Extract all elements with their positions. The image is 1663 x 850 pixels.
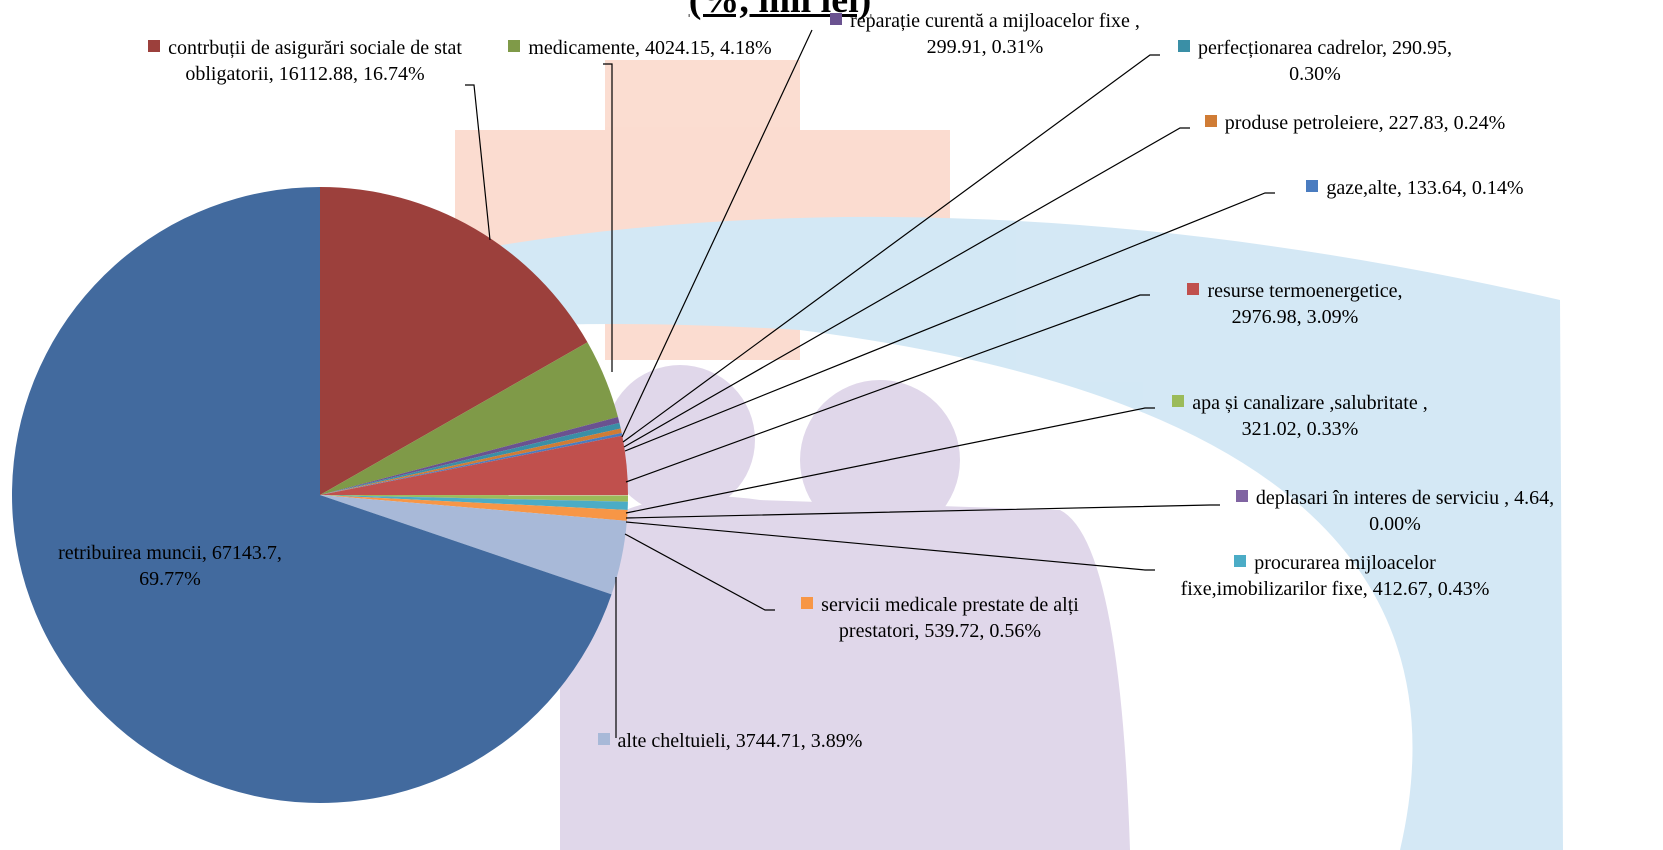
data-label-text: retribuirea muncii, 67143.7, 69.77% — [58, 542, 282, 590]
leader-line — [624, 192, 1275, 452]
pie-slice — [320, 433, 623, 495]
leader-line — [621, 29, 813, 438]
data-label-text: contrbuții de asigurări sociale de stat … — [168, 37, 462, 85]
figure-body — [560, 496, 1130, 850]
legend-key — [597, 733, 610, 745]
data-label: reparație curentă a mijloacelor fixe , 2… — [830, 8, 1140, 60]
leader-line — [622, 54, 1160, 443]
leader-line — [603, 63, 613, 372]
pie-slice — [320, 435, 628, 496]
pie — [11, 187, 628, 803]
data-label: contrbuții de asigurări sociale de stat … — [140, 35, 470, 87]
legend-key — [1187, 283, 1200, 295]
data-label: resurse termoenergetice, 2976.98, 3.09% — [1155, 278, 1435, 330]
data-label-text: gaze,alte, 133.64, 0.14% — [1326, 177, 1524, 199]
pie-slice — [320, 428, 622, 495]
data-label: deplasari în interes de serviciu , 4.64,… — [1225, 485, 1565, 537]
data-label: perfecționarea cadrelor, 290.95, 0.30% — [1165, 35, 1465, 87]
pie-slice — [320, 417, 620, 495]
data-label-text: resurse termoenergetice, 2976.98, 3.09% — [1207, 280, 1403, 328]
leader-line — [625, 294, 1150, 483]
leader-line — [623, 127, 1190, 448]
data-label: gaze,alte, 133.64, 0.14% — [1280, 175, 1550, 201]
legend-key — [148, 40, 161, 52]
chart-title: (%, mil lei) — [688, 0, 872, 21]
pie-slice — [320, 187, 588, 495]
pie-slice — [320, 495, 628, 521]
data-label-text: deplasari în interes de serviciu , 4.64,… — [1255, 487, 1555, 535]
leader-line — [625, 504, 1220, 519]
figure-head — [800, 380, 960, 540]
data-label-text: alte cheltuieli, 3744.71, 3.89% — [617, 730, 863, 752]
legend-key — [830, 13, 843, 25]
legend-key — [801, 597, 814, 609]
data-label: retribuirea muncii, 67143.7, 69.77% — [55, 540, 285, 592]
pie-slice — [320, 495, 628, 511]
pie-slice — [320, 495, 627, 595]
legend-key — [1204, 115, 1217, 127]
leader-line — [625, 407, 1155, 514]
data-label: medicamente, 4024.15, 4.18% — [470, 35, 810, 61]
data-label: servicii medicale prestate de alți prest… — [780, 592, 1100, 644]
legend-key — [1234, 555, 1247, 567]
legend-key — [1177, 40, 1190, 52]
data-label-text: medicamente, 4024.15, 4.18% — [528, 37, 772, 59]
leader-lines — [465, 29, 1275, 738]
figure-head — [605, 365, 755, 515]
data-label-text: perfecționarea cadrelor, 290.95, 0.30% — [1197, 37, 1453, 85]
data-label-text: apa și canalizare ,salubritate , 321.02,… — [1192, 392, 1428, 440]
legend-key — [1235, 490, 1248, 502]
legend-key — [508, 40, 521, 52]
legend-key — [1172, 395, 1185, 407]
leader-line — [624, 533, 775, 611]
leader-line — [625, 521, 1155, 571]
data-label: apa și canalizare ,salubritate , 321.02,… — [1160, 390, 1440, 442]
pie-slice — [11, 187, 612, 803]
pie-slice — [320, 422, 621, 495]
data-label: produse petroleiere, 227.83, 0.24% — [1195, 110, 1515, 136]
legend-key — [1306, 180, 1319, 192]
data-label-text: procurarea mijloacelor fixe,imobilizaril… — [1180, 552, 1490, 600]
data-label: procurarea mijloacelor fixe,imobilizaril… — [1160, 550, 1510, 602]
data-label-text: reparație curentă a mijloacelor fixe , 2… — [850, 10, 1140, 58]
pie-slice — [320, 495, 628, 502]
pie-slice — [320, 495, 628, 502]
ring — [150, 216, 1563, 850]
leader-line — [465, 84, 491, 241]
background-watermark — [150, 60, 1563, 850]
data-label: alte cheltuieli, 3744.71, 3.89% — [560, 728, 900, 754]
pie-slice — [320, 342, 618, 495]
data-label-text: servicii medicale prestate de alți prest… — [821, 594, 1079, 642]
data-label-text: produse petroleiere, 227.83, 0.24% — [1224, 112, 1506, 134]
